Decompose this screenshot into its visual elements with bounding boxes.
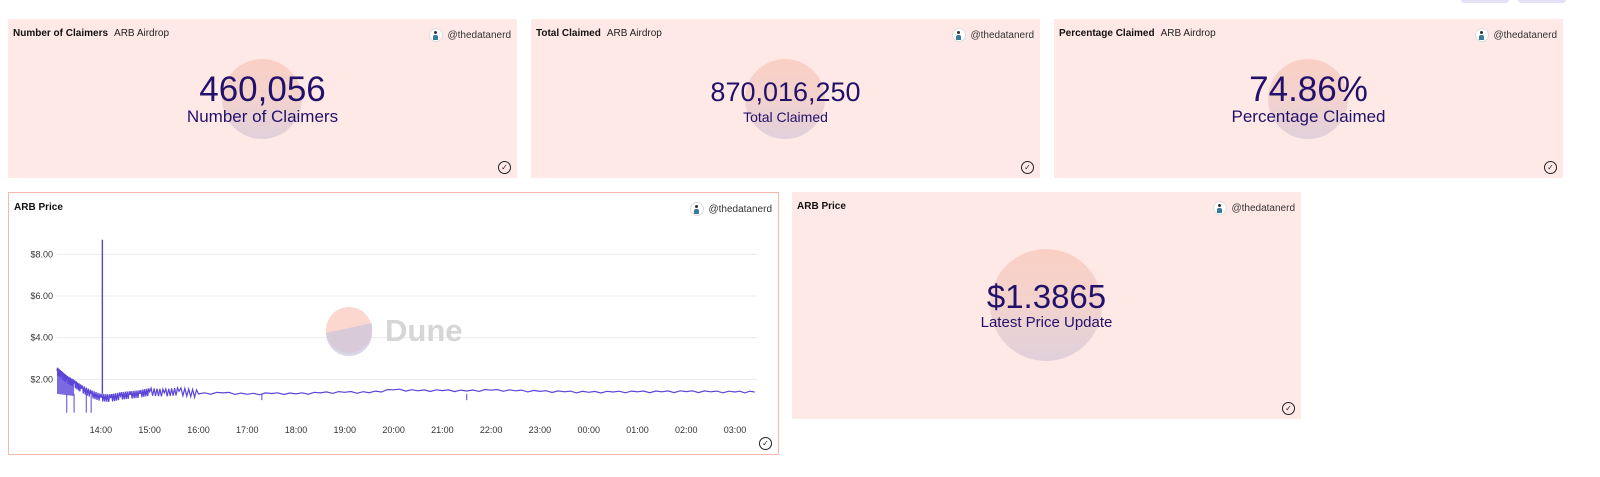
- counter-blob: [990, 249, 1102, 361]
- author-link[interactable]: @thedatanerd: [1475, 28, 1557, 42]
- check-circle-icon: ✓: [1544, 161, 1557, 174]
- latest-price-card: ARB Price @thedatanerd $1.3865 Latest Pr…: [792, 192, 1301, 419]
- counter-label: Latest Price Update: [980, 314, 1113, 331]
- check-circle-icon: ✓: [1282, 402, 1295, 415]
- dune-watermark: Dune: [326, 307, 463, 356]
- y-tick-label: $2.00: [30, 374, 53, 384]
- y-axis: $2.00 $4.00 $6.00 $8.00: [30, 249, 53, 384]
- author-link[interactable]: @thedatanerd: [1213, 201, 1295, 215]
- x-tick-label: 20:00: [382, 425, 405, 435]
- price-chart-card: ARB Price @thedatanerd Dune $2.00 $4.00 $6…: [8, 192, 779, 455]
- percentage-claimed-card: Percentage Claimed ARB Airdrop @thedatane…: [1054, 19, 1563, 178]
- price-volatility-fill: [57, 371, 75, 396]
- counter-value: 870,016,250: [710, 77, 861, 107]
- total-claimed-card: Total Claimed ARB Airdrop @thedatanerd 87…: [531, 19, 1040, 178]
- counter-value: $1.3865: [986, 278, 1107, 315]
- card-title: Number of Claimers ARB Airdrop: [13, 28, 170, 39]
- counter: 870,016,250 Total Claimed: [531, 19, 1040, 178]
- x-tick-label: 18:00: [285, 425, 308, 435]
- x-tick-label: 00:00: [577, 425, 600, 435]
- x-tick-label: 03:00: [724, 425, 747, 435]
- x-axis: 14:00 15:00 16:00 17:00 18:00 19:00 20:00 21:00…: [90, 425, 747, 435]
- claimers-card: Number of Claimers ARB Airdrop @thedatane…: [8, 19, 517, 178]
- toolbar-button-fragment[interactable]: [1461, 0, 1509, 3]
- x-tick-label: 19:00: [334, 425, 357, 435]
- author-avatar: [1213, 201, 1228, 215]
- check-circle-icon: ✓: [759, 437, 772, 450]
- x-tick-label: 16:00: [187, 425, 210, 435]
- counter-value: 460,056: [199, 70, 326, 109]
- counter-value: 74.86%: [1249, 70, 1368, 109]
- author-avatar: [690, 202, 705, 216]
- price-line-chart[interactable]: Dune $2.00 $4.00 $6.00 $8.00 14:00 15:00 16:0…: [9, 193, 778, 454]
- author-avatar: [1475, 28, 1490, 42]
- counter: 74.86% Percentage Claimed: [1054, 19, 1563, 178]
- watermark-text: Dune: [385, 313, 463, 348]
- x-tick-label: 17:00: [236, 425, 259, 435]
- card-title: Total Claimed ARB Airdrop: [536, 28, 662, 39]
- y-tick-label: $4.00: [30, 333, 53, 343]
- y-tick-label: $6.00: [30, 291, 53, 301]
- x-tick-label: 22:00: [480, 425, 503, 435]
- counter-blob: [1268, 59, 1348, 139]
- x-tick-label: 01:00: [626, 425, 649, 435]
- card-title: ARB Price: [14, 202, 63, 213]
- x-tick-label: 21:00: [431, 425, 454, 435]
- counter-blob: [222, 59, 302, 139]
- counter: $1.3865 Latest Price Update: [792, 192, 1301, 419]
- counter-blob: [745, 59, 825, 139]
- counter-label: Percentage Claimed: [1231, 107, 1386, 126]
- price-line: [56, 367, 755, 402]
- x-tick-label: 23:00: [529, 425, 552, 435]
- x-tick-label: 14:00: [90, 425, 113, 435]
- x-tick-label: 02:00: [675, 425, 698, 435]
- toolbar-button-fragment[interactable]: [1518, 0, 1566, 3]
- x-tick-label: 15:00: [138, 425, 161, 435]
- card-title: Percentage Claimed ARB Airdrop: [1059, 28, 1216, 39]
- counter: 460,056 Number of Claimers: [8, 19, 517, 178]
- series-arb-price: [56, 239, 755, 413]
- author-link[interactable]: @thedatanerd: [429, 28, 511, 42]
- author-link[interactable]: @thedatanerd: [952, 28, 1034, 42]
- counter-label: Number of Claimers: [186, 107, 339, 126]
- check-circle-icon: ✓: [1021, 161, 1034, 174]
- author-link[interactable]: @thedatanerd: [690, 202, 772, 216]
- author-avatar: [952, 28, 967, 42]
- counter-label: Total Claimed: [743, 109, 828, 125]
- check-circle-icon: ✓: [498, 161, 511, 174]
- y-tick-label: $8.00: [30, 249, 53, 259]
- author-avatar: [429, 28, 444, 42]
- card-title: ARB Price: [797, 201, 846, 212]
- chart-grid: [57, 253, 757, 380]
